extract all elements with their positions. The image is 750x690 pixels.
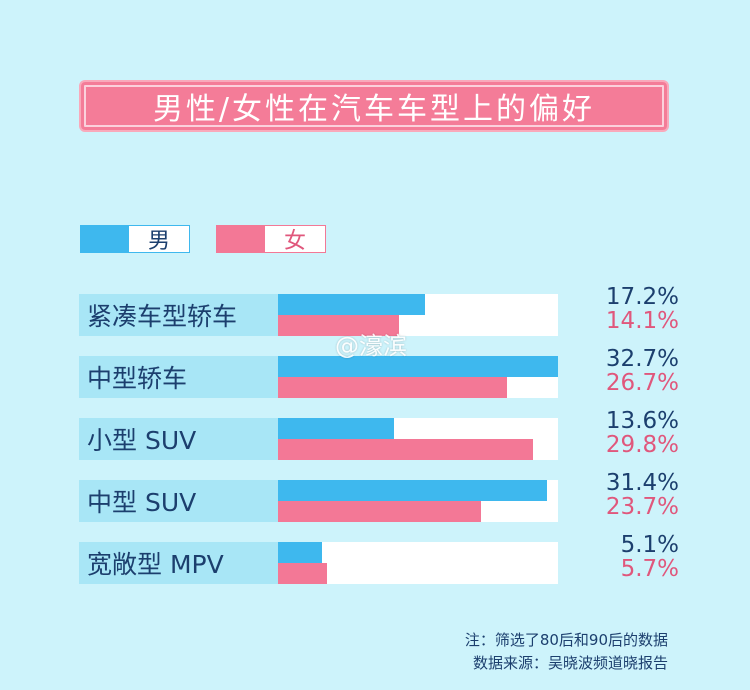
chart-row: 小型 SUV 13.6% 29.8% (79, 409, 679, 460)
value-label-female: 14.1% (605, 308, 679, 334)
bar-female (278, 439, 534, 460)
bar-female (278, 377, 507, 398)
category-label: 紧凑车型轿车 (79, 294, 279, 336)
note-source: 数据来源：吴晓波频道晓报告 (472, 654, 668, 672)
value-label-female: 29.8% (605, 432, 679, 458)
bar-track (278, 294, 558, 336)
legend-male-label: 男 (128, 225, 190, 254)
bar-female (278, 315, 399, 336)
category-label: 小型 SUV (79, 418, 279, 460)
value-label-male: 13.6% (605, 408, 679, 434)
legend-female: 女 (216, 225, 326, 254)
bar-female (278, 563, 327, 584)
bar-male (278, 480, 547, 501)
bar-male (278, 294, 426, 315)
value-label-female: 23.7% (605, 494, 679, 520)
chart-title: 男性/女性在汽车车型上的偏好 (79, 80, 669, 132)
bar-male (278, 542, 322, 563)
chart-row: 中型轿车 32.7% 26.7% (79, 347, 679, 398)
chart-row: 中型 SUV 31.4% 23.7% (79, 471, 679, 522)
note-filter: 注：筛选了80后和90后的数据 (464, 631, 668, 649)
legend-female-label: 女 (264, 225, 326, 254)
bar-track (278, 356, 558, 398)
value-label-male: 5.1% (620, 532, 679, 558)
bar-track (278, 542, 558, 584)
bar-track (278, 480, 558, 522)
watermark: @濠滨 (335, 332, 407, 360)
legend-male: 男 (80, 225, 190, 254)
bar-track (278, 418, 558, 460)
category-label: 宽敞型 MPV (79, 542, 279, 584)
category-label: 中型 SUV (79, 480, 279, 522)
chart-row: 紧凑车型轿车 17.2% 14.1% (79, 285, 679, 336)
value-label-female: 26.7% (605, 370, 679, 396)
bar-male (278, 418, 395, 439)
value-label-male: 17.2% (605, 284, 679, 310)
value-label-female: 5.7% (620, 556, 679, 582)
bar-female (278, 501, 481, 522)
value-label-male: 31.4% (605, 470, 679, 496)
legend-male-swatch (80, 225, 128, 253)
value-label-male: 32.7% (605, 346, 679, 372)
category-label: 中型轿车 (79, 356, 279, 398)
legend-female-swatch (216, 225, 264, 253)
bar-male (278, 356, 558, 377)
chart-row: 宽敞型 MPV 5.1% 5.7% (79, 533, 679, 584)
